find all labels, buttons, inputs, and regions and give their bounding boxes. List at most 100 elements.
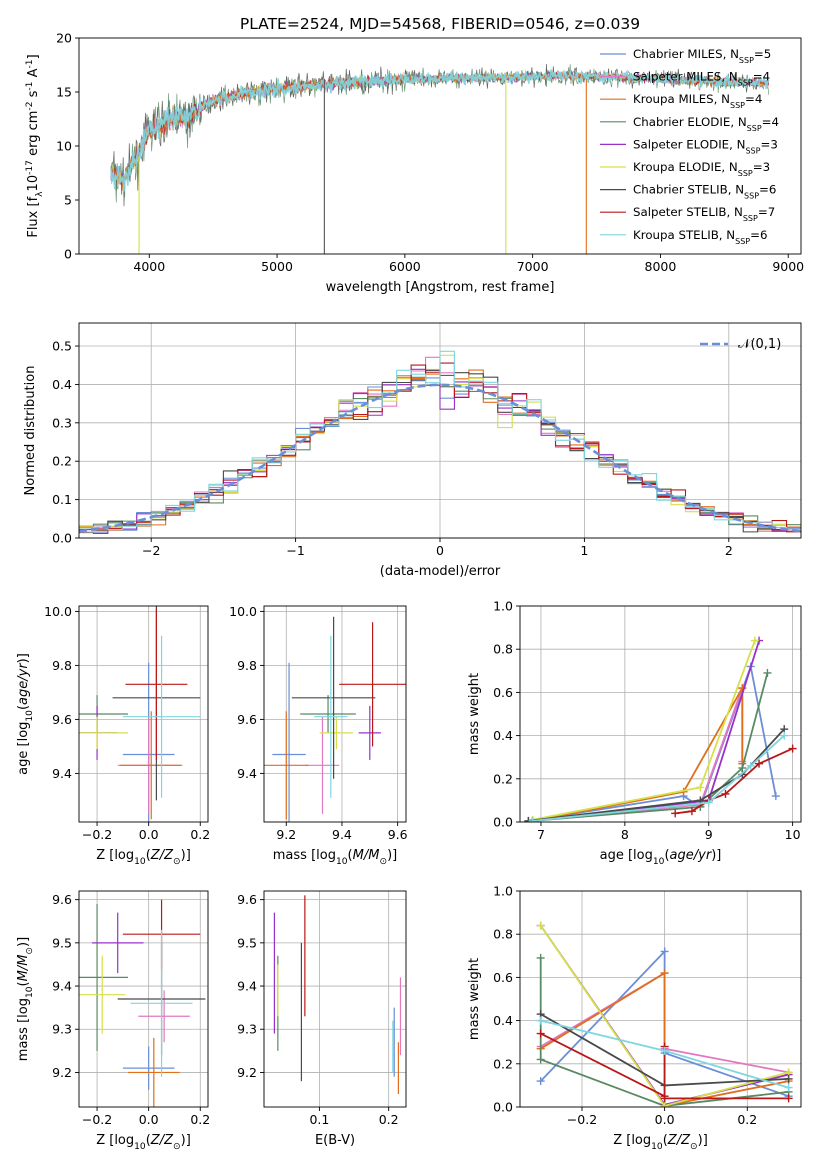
y-tick-label: 9.5 — [52, 935, 72, 950]
x-tick-label: 10 — [785, 827, 801, 842]
x-tick-label: 8000 — [645, 259, 677, 274]
y-tick-label: 15 — [56, 85, 72, 100]
weight-marker — [536, 953, 545, 962]
x-axis-label: Z [log10(Z/Z⊙)] — [96, 1133, 191, 1152]
chart-age_vs_Z: −0.2 0.0 0.2 9.4 9.6 9.8 10.0 Z [log10(Z/Z⊙)] ag… — [16, 604, 210, 867]
y-tick-label: 9.2 — [237, 1065, 257, 1080]
x-tick-label: 4000 — [133, 259, 165, 274]
weight-marker — [536, 1029, 545, 1038]
y-tick-label: 0.6 — [493, 970, 513, 985]
plot-area — [536, 921, 793, 1107]
x-axis-label: E(B-V) — [315, 1133, 355, 1148]
weight-marker — [704, 798, 713, 807]
errorbar-point — [91, 912, 144, 974]
weight-marker — [536, 921, 545, 930]
weight-series — [528, 728, 785, 822]
y-tick-label: 9.4 — [237, 766, 257, 781]
errorbar-point — [300, 695, 356, 733]
plot-background — [520, 891, 801, 1107]
weight-marker — [784, 1094, 793, 1103]
x-tick-label: 0.2 — [190, 827, 210, 842]
x-tick-label: 7 — [537, 827, 545, 842]
y-tick-label: 9.6 — [237, 712, 257, 727]
y-tick-label: 0.6 — [493, 685, 513, 700]
weight-marker — [660, 1046, 669, 1055]
x-tick-label: 0.0 — [139, 827, 159, 842]
weight-marker — [750, 636, 759, 645]
y-tick-label: 0.5 — [52, 339, 72, 354]
weight-series — [540, 971, 789, 1107]
chart-spectrum: 4000 5000 6000 7000 8000 9000 0 5 10 15 20 waveleng… — [25, 31, 804, 296]
errorbar-point — [125, 608, 188, 760]
weight-marker — [528, 816, 537, 822]
x-tick-label: 0.2 — [737, 1112, 757, 1127]
errorbar-point — [314, 635, 348, 798]
chart-residuals: −2 −1 0 1 2 0.0 0.1 0.2 0.3 0.4 0.5 (data-model)/er… — [23, 322, 802, 579]
errorbar-point — [122, 1046, 175, 1090]
spectrum-series-kroupa-stelib — [110, 68, 770, 192]
errorbar-point — [264, 711, 309, 820]
x-tick-label: 7000 — [517, 259, 549, 274]
chart-mass_vs_Z: −0.2 0.0 0.2 9.2 9.3 9.4 9.5 9.6 Z [log10(Z/Z⊙)]… — [16, 890, 210, 1152]
chart-age_vs_mass: 9.2 9.4 9.6 9.4 9.6 9.8 10.0 mass [log10(M/M⊙)] — [229, 604, 407, 867]
errorbar-point — [122, 635, 201, 798]
spectrum-legend: Chabrier MILES, NSSP=5 Salpeter MILES, NS… — [600, 47, 779, 245]
x-tick-label: −0.2 — [82, 1112, 112, 1127]
y-tick-label: 0.4 — [493, 728, 513, 743]
y-tick-label: 10 — [56, 139, 72, 154]
weight-marker — [660, 1101, 669, 1107]
legend-entry: Chabrier STELIB, NSSP=6 — [633, 183, 776, 201]
y-tick-label: 9.6 — [52, 892, 72, 907]
plot-frame — [78, 890, 209, 1108]
legend-entry: Kroupa STELIB, NSSP=6 — [633, 228, 767, 246]
weight-series — [532, 684, 744, 822]
chart-mass_weight_vs_age: 7 8 9 10 0.0 0.2 0.4 0.6 0.8 1.0 age [log10(age/yr… — [467, 599, 802, 867]
weight-series — [532, 734, 785, 822]
legend-entry: Chabrier ELODIE, NSSP=4 — [633, 115, 779, 133]
x-tick-label: 5000 — [261, 259, 293, 274]
y-tick-label: 0.3 — [52, 415, 72, 430]
y-tick-label: 5 — [64, 193, 72, 208]
weight-marker — [687, 807, 696, 816]
errorbar-point — [130, 929, 193, 1077]
y-tick-label: 9.5 — [237, 935, 257, 950]
weight-marker — [746, 761, 755, 770]
x-tick-label: 9.6 — [388, 827, 408, 842]
y-tick-label: 10.0 — [229, 604, 257, 619]
errorbar-point — [339, 622, 406, 747]
x-tick-label: −0.2 — [82, 827, 112, 842]
y-axis-label: Flux [fλ10-17 erg cm-2 s-1 A-1] — [25, 54, 45, 237]
x-tick-label: 8 — [621, 827, 629, 842]
weight-marker — [671, 809, 680, 818]
weight-marker — [788, 744, 797, 753]
weight-marker — [763, 668, 772, 677]
figure-title: PLATE=2524, MJD=54568, FIBERID=0546, z=0… — [240, 15, 640, 33]
y-tick-label: 0.2 — [493, 1056, 513, 1071]
chart-mass_weight_vs_Z: −0.2 0.0 0.2 0.0 0.2 0.4 0.6 0.8 1.0 Z [log10(Z/Z… — [467, 884, 802, 1152]
x-axis-label: Z [log10(Z/Z⊙)] — [613, 1133, 708, 1152]
y-axis-label: age [log10(age/yr)] — [16, 653, 35, 775]
x-axis-label: (data-model)/error — [380, 564, 501, 579]
weight-marker — [771, 792, 780, 801]
y-tick-label: 0.0 — [52, 531, 72, 546]
y-tick-label: 0.0 — [493, 1100, 513, 1115]
errorbar-point — [358, 705, 381, 760]
x-tick-label: 0.1 — [309, 1112, 329, 1127]
x-tick-label: 2 — [725, 543, 733, 558]
plot-frame — [519, 890, 802, 1108]
y-tick-label: 0.4 — [493, 1013, 513, 1028]
x-tick-label: −2 — [142, 543, 160, 558]
x-axis-label: Z [log10(Z/Z⊙)] — [96, 848, 191, 867]
y-tick-label: 0.2 — [52, 454, 72, 469]
weight-marker — [536, 1055, 545, 1064]
y-tick-label: 1.0 — [493, 884, 513, 899]
plot-area — [79, 606, 201, 822]
plot-area — [79, 350, 801, 534]
plot-frame — [78, 605, 209, 823]
y-tick-label: 0.0 — [493, 815, 513, 830]
x-tick-label: 9.4 — [332, 827, 352, 842]
x-axis-label: mass [log10(M/M⊙)] — [273, 848, 397, 867]
x-tick-label: 0.2 — [379, 1112, 399, 1127]
errorbar-point — [319, 716, 354, 750]
